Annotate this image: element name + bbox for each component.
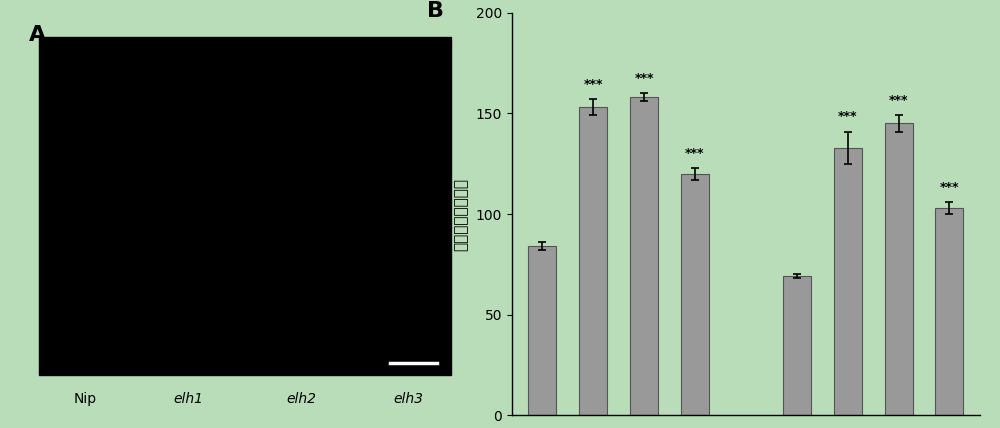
Bar: [783, 276, 811, 415]
Bar: [39, 37, 451, 375]
Text: ***: ***: [583, 78, 603, 91]
Bar: [528, 246, 556, 415]
Bar: [630, 97, 658, 415]
Text: ***: ***: [838, 110, 857, 124]
Text: A: A: [29, 25, 47, 45]
Text: B: B: [427, 1, 444, 21]
Bar: [935, 208, 963, 415]
Bar: [579, 107, 607, 415]
Text: ***: ***: [889, 95, 908, 107]
Text: Nip: Nip: [74, 392, 97, 406]
Text: elh1: elh1: [174, 392, 204, 406]
Text: ***: ***: [634, 72, 654, 85]
Bar: [834, 148, 862, 415]
Text: elh2: elh2: [286, 392, 316, 406]
Bar: [681, 174, 709, 415]
Y-axis label: 抄穗期／（天数）: 抄穗期／（天数）: [454, 178, 469, 250]
Text: ***: ***: [940, 181, 959, 194]
Text: elh3: elh3: [394, 392, 424, 406]
Bar: [885, 124, 913, 415]
Text: ***: ***: [685, 147, 705, 160]
